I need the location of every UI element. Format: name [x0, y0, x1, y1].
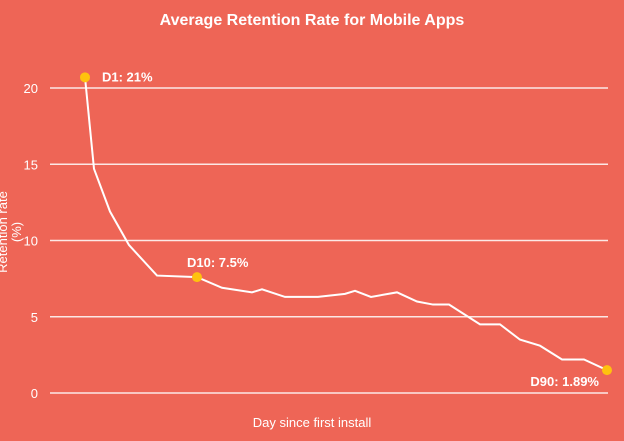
y-tick-label: 15	[24, 157, 38, 172]
annotation-label: D10: 7.5%	[187, 255, 249, 270]
x-axis-label: Day since first install	[252, 415, 372, 430]
highlight-marker	[602, 365, 612, 376]
chart-title: Average Retention Rate for Mobile Apps	[159, 12, 465, 29]
y-tick-label: 0	[31, 386, 38, 401]
highlight-marker	[192, 272, 202, 283]
highlight-marker	[80, 72, 90, 83]
annotation-label: D1: 21%	[102, 69, 153, 84]
y-tick-label: 20	[24, 81, 38, 96]
series-line	[84, 77, 608, 372]
y-tick-label: 5	[31, 310, 38, 325]
y-tick-label: 10	[24, 234, 38, 249]
annotation-label: D90: 1.89%	[530, 374, 599, 389]
